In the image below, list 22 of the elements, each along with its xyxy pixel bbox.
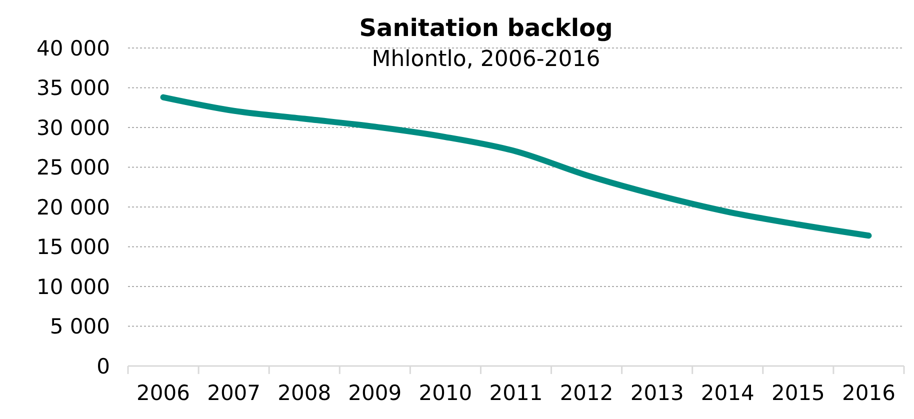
y-tick-label: 5 000 <box>50 314 110 339</box>
x-tick-label: 2014 <box>700 381 754 405</box>
chart-title: Sanitation backlog <box>359 14 613 42</box>
x-tick-label: 2006 <box>136 381 190 405</box>
x-tick-label: 2016 <box>842 381 896 405</box>
x-tick-label: 2008 <box>278 381 332 405</box>
x-tick-label: 2011 <box>489 381 543 405</box>
y-tick-label: 15 000 <box>36 235 110 260</box>
x-tick-label: 2013 <box>630 381 684 405</box>
y-tick-label: 25 000 <box>36 156 110 180</box>
y-tick-label: 30 000 <box>36 116 110 140</box>
y-tick-label: 0 <box>96 354 110 378</box>
y-tick-label: 40 000 <box>36 36 110 60</box>
chart-subtitle: Mhlontlo, 2006-2016 <box>372 47 600 72</box>
x-tick-label: 2010 <box>418 381 472 405</box>
x-tick-label: 2012 <box>560 381 614 405</box>
x-tick-label: 2009 <box>348 381 402 405</box>
y-tick-label: 20 000 <box>36 195 110 220</box>
y-tick-label: 35 000 <box>36 76 110 100</box>
x-tick-label: 2015 <box>771 381 825 405</box>
y-tick-label: 10 000 <box>36 274 110 299</box>
x-tick-label: 2007 <box>207 381 261 405</box>
